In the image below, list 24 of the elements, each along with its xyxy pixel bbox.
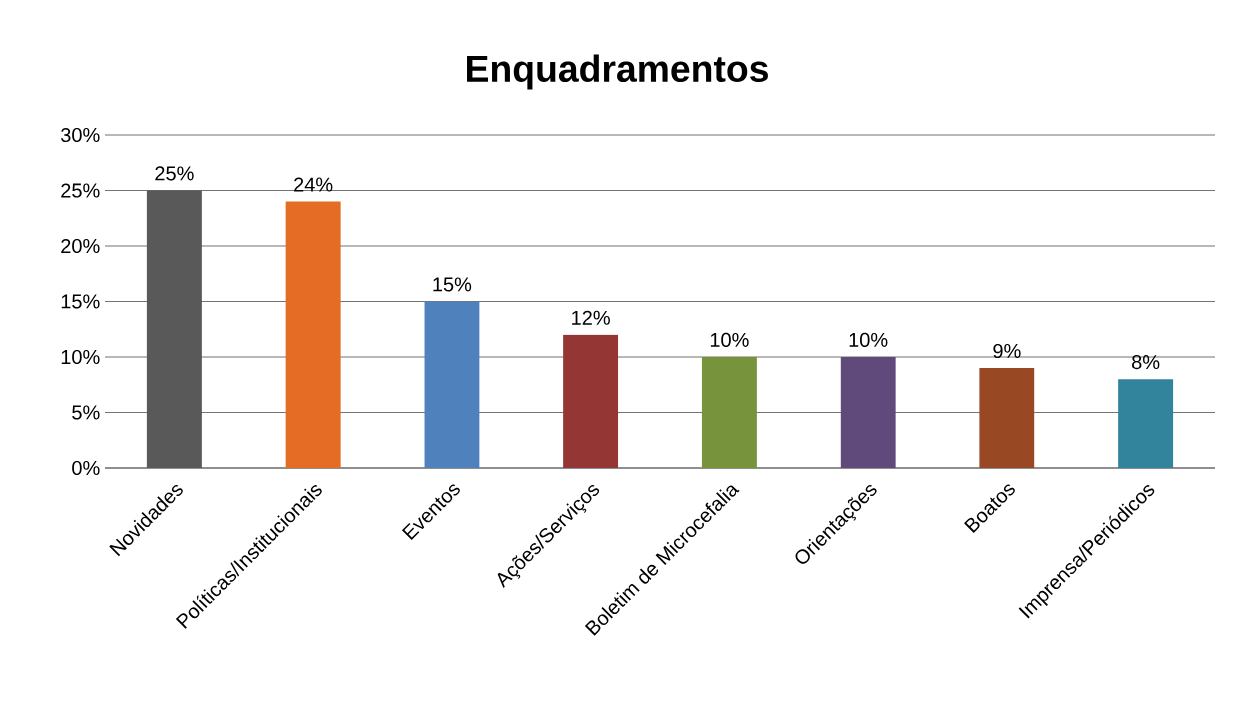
bar — [1118, 379, 1174, 468]
data-label: 9% — [993, 343, 1021, 359]
bar — [979, 368, 1035, 468]
bar — [285, 201, 341, 468]
bar — [146, 190, 202, 468]
bar — [424, 301, 480, 468]
y-tick-label: 25% — [61, 183, 100, 198]
data-label: 10% — [710, 332, 749, 347]
y-tick-label: 15% — [61, 294, 100, 309]
bar — [701, 357, 757, 468]
y-tick-label: 20% — [61, 238, 100, 254]
data-label: 8% — [1132, 354, 1160, 370]
data-label: 15% — [433, 277, 472, 292]
data-label: 10% — [849, 332, 888, 347]
chart-title: Enquadramentos — [467, 54, 768, 90]
bar — [840, 357, 896, 468]
y-tick-label: 30% — [61, 127, 100, 143]
data-label: 24% — [294, 177, 333, 192]
y-tick-label: 0% — [72, 460, 100, 476]
data-label: 12% — [572, 310, 610, 325]
y-tick-label: 10% — [61, 349, 100, 365]
data-label: 25% — [155, 166, 194, 181]
bar — [563, 334, 619, 468]
y-tick-label: 5% — [72, 405, 100, 420]
